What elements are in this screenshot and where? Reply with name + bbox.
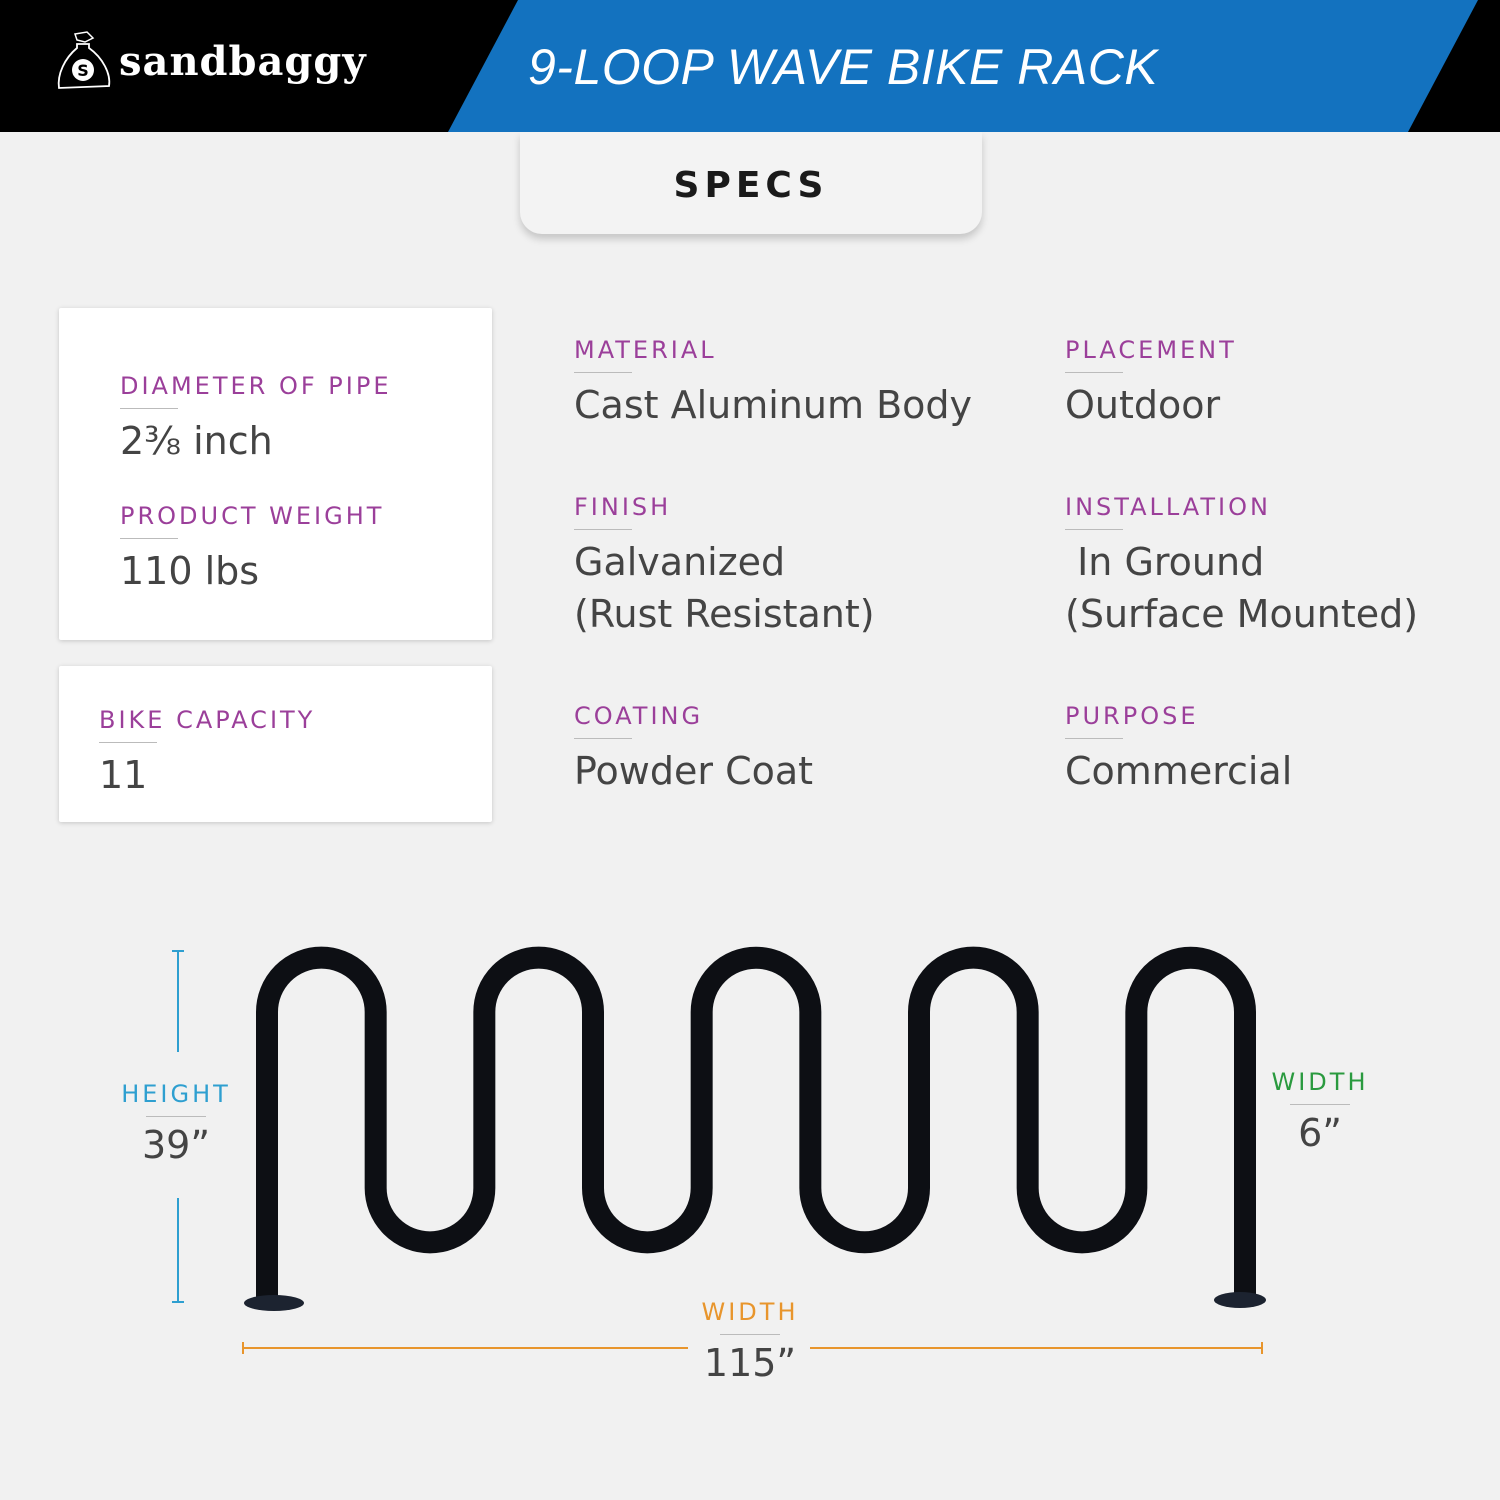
spec-label: BIKE CAPACITY [99,706,315,743]
spec-purpose: PURPOSE Commercial [1065,702,1292,797]
dimension-label: WIDTH [670,1298,830,1335]
left-base-plate [244,1295,304,1311]
section-title: SPECS [673,165,829,206]
spec-value: 2⅜ inch [120,419,273,463]
width-dimension: WIDTH 115” [670,1298,830,1385]
brand-name: sandbaggy [119,37,367,85]
spec-coating: COATING Powder Coat [574,702,813,797]
dimension-value: 39” [141,1123,211,1167]
spec-label: FINISH [574,493,875,530]
capacity-card: BIKE CAPACITY 11 [59,666,492,822]
spec-value: Outdoor [1065,383,1221,427]
wave-rack-tube [256,946,1256,1300]
spec-value: In Ground [1065,540,1265,584]
depth-dimension: WIDTH 6” [1240,1068,1400,1155]
brand-logo: S sandbaggy [55,30,367,92]
spec-value: 110 lbs [120,549,260,593]
spec-finish: FINISH Galvanized (Rust Resistant) [574,493,875,640]
spec-label: COATING [574,702,813,739]
dimension-label: WIDTH [1240,1068,1400,1105]
spec-label: MATERIAL [574,336,972,373]
spec-value: Cast Aluminum Body [574,383,972,427]
svg-text:S: S [77,61,89,80]
spec-value-note: (Surface Mounted) [1065,592,1419,636]
height-dimension: HEIGHT 39” [96,1080,256,1167]
spec-label: INSTALLATION [1065,493,1418,530]
spec-value-note: (Rust Resistant) [574,592,875,636]
spec-value: Commercial [1065,749,1293,793]
specs-tab [520,132,982,234]
spec-label: PURPOSE [1065,702,1292,739]
spec-placement: PLACEMENT Outdoor [1065,336,1237,431]
spec-material: MATERIAL Cast Aluminum Body [574,336,972,431]
spec-label: PRODUCT WEIGHT [120,502,384,539]
spec-value: Galvanized [574,540,786,584]
page-title: 9-LOOP WAVE BIKE RACK [528,39,1159,95]
spec-label: DIAMETER OF PIPE [120,372,392,409]
dimension-value: 115” [703,1341,797,1385]
spec-installation: INSTALLATION In Ground (Surface Mounted) [1065,493,1418,640]
pipe-weight-card: DIAMETER OF PIPE 2⅜ inch PRODUCT WEIGHT … [59,308,492,640]
dimension-value: 6” [1298,1111,1342,1155]
title-band [448,0,1478,132]
right-base-plate [1214,1292,1266,1308]
spec-label: PLACEMENT [1065,336,1237,373]
dimension-label: HEIGHT [96,1080,256,1117]
spec-value: Powder Coat [574,749,814,793]
spec-value: 11 [99,753,148,797]
sandbag-icon: S [57,31,111,89]
